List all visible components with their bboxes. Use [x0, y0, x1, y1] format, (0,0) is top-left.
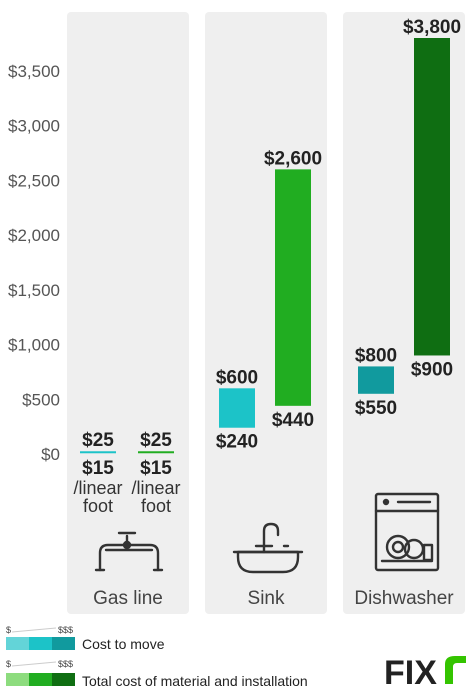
- data-label-unit: /linear: [131, 478, 180, 498]
- data-label-unit: foot: [83, 496, 113, 516]
- column-bg-2: [205, 12, 327, 614]
- y-tick-label: $1,500: [8, 281, 60, 300]
- legend-label-cost-to-move: Cost to move: [82, 636, 165, 652]
- legend-swatch-cost-to-move-high: [52, 637, 75, 650]
- fixr-logo: FIX: [384, 654, 466, 692]
- data-label-low: $240: [216, 432, 258, 453]
- data-label-unit: foot: [141, 496, 171, 516]
- y-tick-label: $1,000: [8, 336, 60, 355]
- data-label-high: $25: [82, 430, 114, 451]
- legend-label-total-cost: Total cost of material and installation: [82, 673, 308, 689]
- legend-scale-low-2: $: [6, 659, 11, 669]
- legend-scale-high: $$$: [58, 625, 73, 635]
- data-label-low: $550: [355, 398, 397, 419]
- y-axis: $0 $500 $1,000 $1,500 $2,000 $2,500 $3,000 $3,5…: [8, 62, 60, 464]
- logo-r-mark: [445, 656, 466, 684]
- logo-text: FIX: [384, 654, 437, 692]
- y-tick-label: $500: [22, 390, 60, 409]
- y-tick-label: $3,500: [8, 62, 60, 81]
- data-labels: Gas line Sink Dishwasher$25$15/linearfoot$…: [73, 17, 461, 609]
- bar-total-cost-sink: [275, 169, 311, 406]
- data-label-low: $15: [82, 458, 114, 479]
- data-label-low: $900: [411, 359, 453, 380]
- legend-swatch-cost-to-move-mid: [29, 637, 52, 650]
- data-label-low: $15: [140, 458, 172, 479]
- gas-pipe-icon: [94, 531, 164, 572]
- legend-swatch-total-cost-high: [52, 673, 75, 686]
- data-label-high: $2,600: [264, 148, 322, 169]
- bar-total-cost-gas-line: [138, 451, 174, 454]
- y-tick-label: $2,500: [8, 171, 60, 190]
- data-label-high: $25: [140, 430, 172, 451]
- data-label-high: $3,800: [403, 17, 461, 38]
- data-label-unit: /linear: [73, 478, 122, 498]
- legend-scale-high-2: $$$: [58, 659, 73, 669]
- bar-cost-to-move-dishwasher: [358, 366, 394, 394]
- data-label-high: $600: [216, 367, 258, 388]
- data-label-low: $440: [272, 410, 314, 431]
- data-label-high: $800: [355, 345, 397, 366]
- legend-swatch-cost-to-move-low: [6, 637, 29, 650]
- sink-icon: [232, 522, 304, 574]
- category-label: Gas line: [93, 588, 163, 609]
- dishwasher-icon: [374, 492, 440, 572]
- legend-swatch-total-cost-mid: [29, 673, 52, 686]
- bar-total-cost-dishwasher: [414, 38, 450, 356]
- legend-item-total-cost: $ $$$ Total cost of material and install…: [6, 659, 308, 689]
- bar-cost-to-move-gas-line: [80, 451, 116, 454]
- bar-cost-to-move-sink: [219, 388, 255, 428]
- y-tick-label: $0: [41, 445, 60, 464]
- category-label: Sink: [248, 588, 285, 609]
- legend-item-cost-to-move: $ $$$ Cost to move: [6, 625, 165, 652]
- legend-swatch-total-cost-low: [6, 673, 29, 686]
- bars: [80, 38, 450, 454]
- y-tick-label: $2,000: [8, 226, 60, 245]
- legend-scale-low: $: [6, 625, 11, 635]
- column-backgrounds: [67, 12, 465, 614]
- category-label: Dishwasher: [354, 588, 454, 609]
- y-tick-label: $3,000: [8, 117, 60, 136]
- legend: $ $$$ Cost to move $ $$$ Total cost of m…: [6, 625, 308, 689]
- column-bg-1: [67, 12, 189, 614]
